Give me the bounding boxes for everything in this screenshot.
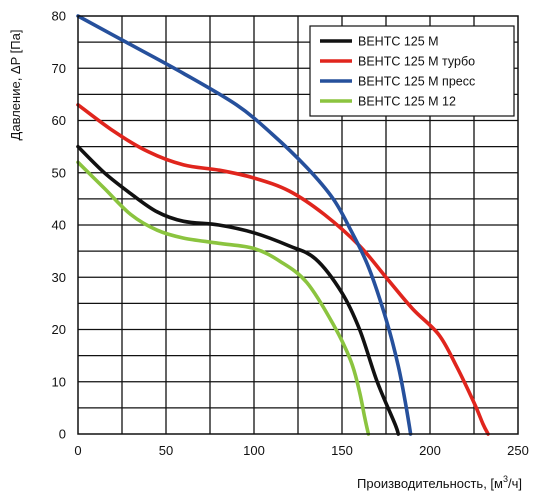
legend-label: ВЕНТС 125 М турбо [358,55,475,69]
legend-label: ВЕНТС 125 М пресс [358,75,475,89]
x-axis-title: Производительность, [м3/ч] [357,474,522,491]
plot-frame [77,15,519,435]
legend-label: ВЕНТС 125 М [358,35,439,49]
y-tick-label: 70 [52,61,66,76]
y-tick-label: 10 [52,374,66,389]
legend: ВЕНТС 125 М ВЕНТС 125 М турбо ВЕНТС 125 М … [309,25,515,117]
x-axis-title-sup: 3 [503,474,508,484]
x-tick-label: 250 [507,443,529,458]
series-line-3 [76,14,413,436]
series-layer [76,14,490,436]
y-tick-label: 0 [59,427,66,442]
x-tick-labels: 0 50 100 150 200 250 [74,443,528,458]
series-line-1 [76,144,401,436]
y-tick-label: 40 [52,218,66,233]
series-line-4 [76,160,371,436]
y-tick-label: 80 [52,9,66,24]
x-tick-label: 0 [74,443,81,458]
y-tick-label: 20 [52,322,66,337]
x-axis-title-tail: /ч] [508,476,522,491]
y-axis-title: Давление, ΔP [Па] [8,30,23,141]
y-tick-label: 30 [52,270,66,285]
x-tick-label: 150 [331,443,353,458]
series-line-2 [76,103,490,436]
legend-label: ВЕНТС 125 М 12 [358,95,456,109]
y-tick-label: 60 [52,113,66,128]
y-tick-label: 50 [52,165,66,180]
y-tick-labels: 0 10 20 30 40 50 60 70 80 [52,9,66,442]
x-tick-label: 200 [419,443,441,458]
x-tick-label: 100 [243,443,265,458]
x-axis-title-main: Производительность, [м [357,476,503,491]
x-tick-label: 50 [159,443,173,458]
